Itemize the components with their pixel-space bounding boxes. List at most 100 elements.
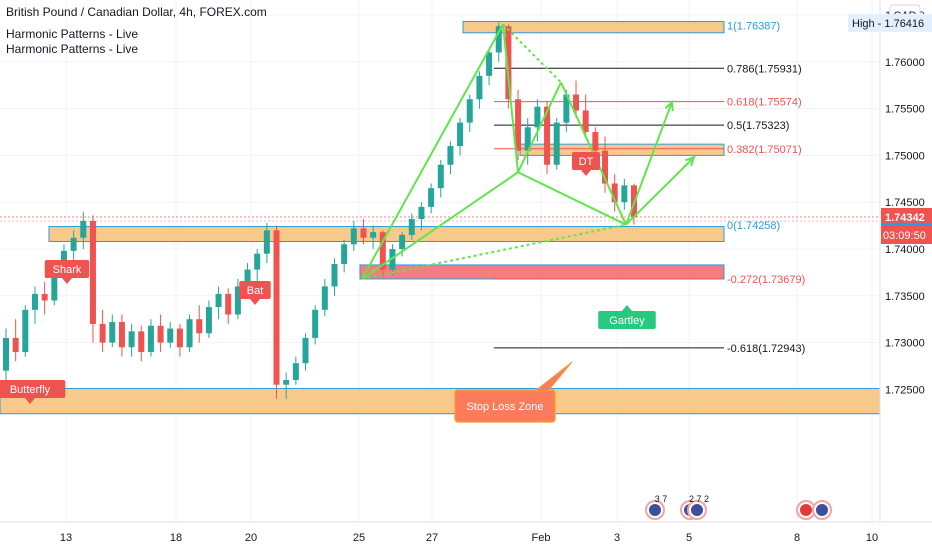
labels: Shark Bat Butterfly DT Gartley Stop Loss Zone… (0, 152, 832, 520)
candle[interactable] (302, 333, 309, 371)
candle[interactable] (341, 239, 348, 273)
candle[interactable] (205, 300, 212, 338)
candle[interactable] (573, 80, 580, 118)
candle[interactable] (138, 325, 145, 362)
candle[interactable] (176, 323, 183, 357)
candle[interactable] (263, 222, 270, 264)
event-count-label: 2 7 2 (689, 494, 709, 504)
price-tick-label: 1.73500 (885, 291, 925, 303)
candle[interactable] (582, 94, 589, 137)
candle[interactable] (408, 213, 415, 240)
candle[interactable] (225, 288, 232, 324)
candle[interactable] (283, 372, 290, 399)
price-axis[interactable]: 1.765001.760001.755001.750001.745001.740… (848, 0, 932, 550)
candle[interactable] (437, 160, 444, 198)
candle-body (370, 232, 377, 238)
candle[interactable] (273, 225, 280, 399)
candle[interactable] (312, 305, 319, 345)
candle-body (157, 325, 164, 343)
candle[interactable] (476, 71, 483, 109)
bat-label (239, 281, 271, 299)
candle[interactable] (495, 22, 502, 62)
candle[interactable] (254, 249, 261, 282)
high-price-label: High - 1.76416 (852, 18, 924, 30)
price-axis-bg (880, 0, 932, 550)
candle[interactable] (99, 309, 106, 352)
candle[interactable] (466, 94, 473, 132)
candle[interactable] (128, 323, 135, 357)
projection-arrow-lower-head (685, 155, 696, 167)
candle-body (476, 75, 483, 100)
candle[interactable] (118, 314, 125, 357)
candle[interactable] (534, 99, 541, 142)
candle[interactable] (196, 305, 203, 343)
candles[interactable] (3, 22, 637, 399)
candle[interactable] (563, 89, 570, 132)
candle-body (447, 146, 454, 165)
candle[interactable] (215, 286, 222, 320)
candle[interactable] (553, 117, 560, 170)
candle-body (621, 185, 628, 203)
candle[interactable] (109, 314, 116, 348)
candle[interactable] (186, 314, 193, 352)
candle-body (167, 328, 174, 343)
candle[interactable] (428, 183, 435, 214)
candle-body (592, 132, 599, 151)
shark-label (44, 260, 90, 278)
time-axis[interactable]: 13 18 20 25 27 Feb 3 5 8 10 (0, 521, 932, 550)
time-tick-label: Feb (532, 532, 551, 544)
candle[interactable] (70, 230, 77, 264)
candle[interactable] (167, 322, 174, 349)
candle[interactable] (515, 89, 522, 161)
candle[interactable] (292, 356, 299, 385)
candle[interactable] (418, 202, 425, 231)
candle[interactable] (611, 174, 618, 212)
candle-body (418, 206, 425, 220)
fib-lines: 1(1.76387) 0.786(1.75931) 0.618(1.75574) 0.… (494, 21, 805, 355)
indicator-label: Harmonic Patterns - Live (6, 27, 139, 41)
candle[interactable] (379, 230, 386, 278)
candle[interactable] (486, 47, 493, 86)
candle-body (80, 220, 87, 238)
candle[interactable] (360, 219, 367, 245)
candle[interactable] (602, 136, 609, 193)
candle[interactable] (370, 225, 377, 249)
candle[interactable] (621, 178, 628, 210)
candle[interactable] (505, 24, 512, 109)
candle[interactable] (524, 117, 531, 165)
candle[interactable] (157, 314, 164, 352)
zones (0, 21, 881, 415)
candle-body (321, 286, 328, 310)
countdown-label: 03:09:50 (883, 230, 926, 242)
candle[interactable] (234, 278, 241, 320)
candle[interactable] (3, 328, 9, 385)
candle-body (70, 237, 77, 251)
candle[interactable] (89, 215, 96, 343)
butterfly-label (0, 380, 66, 398)
fib-level-label: 0.618(1.75574) (727, 97, 802, 109)
high-price-badge (848, 13, 932, 32)
candle[interactable] (321, 278, 328, 317)
candle-body (457, 122, 464, 147)
fib-level-label: -0.618(1.72943) (727, 343, 805, 355)
candle[interactable] (22, 305, 29, 357)
candle-body (41, 293, 48, 301)
candle[interactable] (31, 286, 38, 324)
candle[interactable] (457, 117, 464, 156)
candle[interactable] (147, 319, 154, 357)
candle[interactable] (12, 319, 19, 362)
indicator-label: Harmonic Patterns - Live (6, 42, 139, 56)
candle-body (51, 269, 58, 301)
pattern-leg-xb (361, 171, 519, 280)
candle[interactable] (350, 220, 357, 251)
candle[interactable] (331, 258, 338, 296)
candle[interactable] (80, 211, 87, 249)
candle[interactable] (41, 281, 48, 315)
candle[interactable] (447, 141, 454, 175)
support-resistance-zone (519, 143, 725, 156)
candle-body (263, 230, 270, 254)
pattern-leg-bd (517, 171, 627, 226)
candle-body (428, 188, 435, 207)
candle-body (486, 52, 493, 76)
